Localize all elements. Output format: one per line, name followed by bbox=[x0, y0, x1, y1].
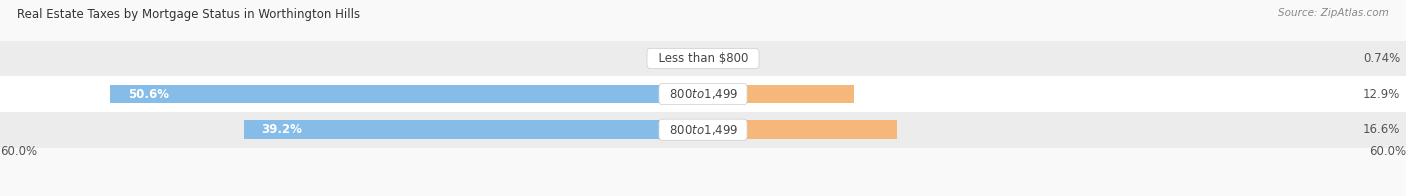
Bar bbox=[703, 49, 711, 68]
Bar bbox=[0, 41, 1406, 76]
Text: $800 to $1,499: $800 to $1,499 bbox=[662, 87, 744, 101]
Text: Real Estate Taxes by Mortgage Status in Worthington Hills: Real Estate Taxes by Mortgage Status in … bbox=[17, 8, 360, 21]
Bar bbox=[703, 85, 855, 103]
Bar bbox=[0, 76, 1406, 112]
Text: 16.6%: 16.6% bbox=[1362, 123, 1400, 136]
Text: $800 to $1,499: $800 to $1,499 bbox=[662, 123, 744, 137]
Text: 0.0%: 0.0% bbox=[655, 52, 686, 65]
Text: 60.0%: 60.0% bbox=[1369, 145, 1406, 158]
Text: Less than $800: Less than $800 bbox=[651, 52, 755, 65]
Text: 12.9%: 12.9% bbox=[1362, 88, 1400, 101]
Bar bbox=[243, 121, 703, 139]
Text: 39.2%: 39.2% bbox=[262, 123, 302, 136]
Bar bbox=[703, 121, 897, 139]
Text: Source: ZipAtlas.com: Source: ZipAtlas.com bbox=[1278, 8, 1389, 18]
Text: 60.0%: 60.0% bbox=[0, 145, 37, 158]
Bar bbox=[0, 112, 1406, 148]
Text: 0.74%: 0.74% bbox=[1362, 52, 1400, 65]
Text: 50.6%: 50.6% bbox=[128, 88, 169, 101]
Bar bbox=[110, 85, 703, 103]
